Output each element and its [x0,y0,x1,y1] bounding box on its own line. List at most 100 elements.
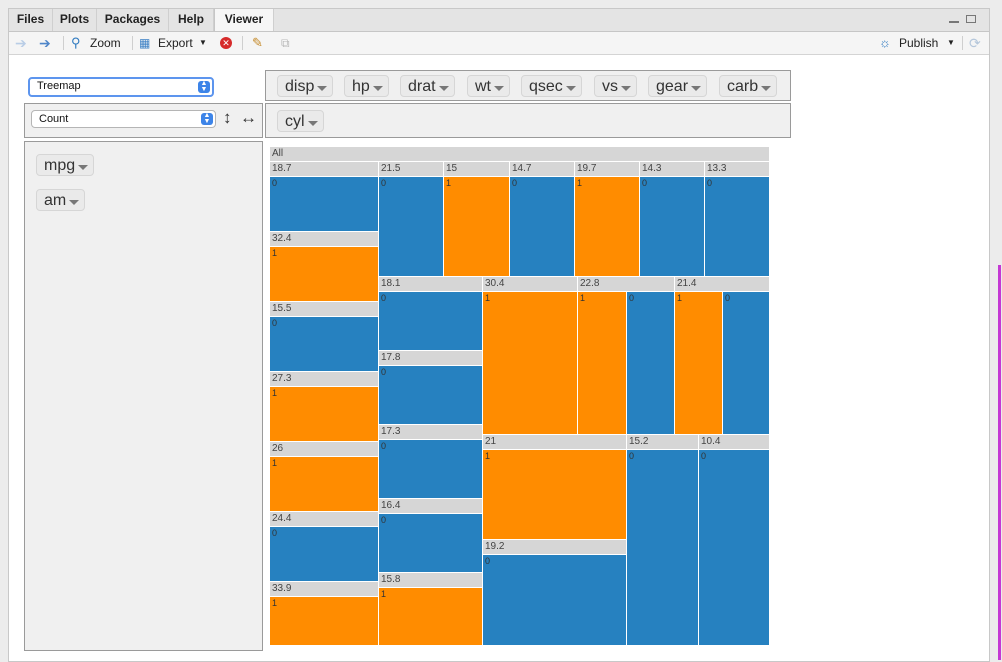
treemap-am-cell[interactable]: 0 [627,292,675,435]
publish-dropdown-icon[interactable]: ▼ [947,38,955,47]
treemap-mpg-header: 17.8 [379,351,483,366]
caret-down-icon[interactable] [69,200,80,205]
field-pill-mpg[interactable]: mpg [36,154,95,176]
zoom-icon[interactable]: ⚲ [71,35,81,50]
caret-down-icon[interactable] [621,86,631,91]
treemap-mpg-header: 13.3 [705,162,770,177]
treemap-am-cell[interactable]: 1 [578,292,627,435]
export-icon[interactable]: ▦ [139,36,151,50]
treemap-am-cell[interactable]: 0 [379,514,483,573]
treemap-am-cell[interactable]: 1 [270,387,379,442]
treemap-am-cell[interactable]: 1 [270,457,379,512]
field-pill-wt[interactable]: wt [467,75,510,97]
caret-down-icon[interactable] [494,86,504,91]
treemap-root-header: All [270,147,770,162]
caret-down-icon[interactable] [438,86,449,91]
treemap-mpg-header: 14.7 [510,162,575,177]
export-button[interactable]: Export [158,36,193,50]
treemap-am-cell[interactable]: 0 [640,177,705,277]
column-attributes-area[interactable] [265,103,791,138]
treemap-mpg-header: 17.3 [379,425,483,440]
clear-broom-icon[interactable]: ✎ [252,35,263,50]
renderer-select[interactable]: Treemap ▲ ▼ [28,77,214,97]
treemap-am-cell[interactable]: 0 [627,450,699,646]
treemap-mpg-header: 19.7 [575,162,640,177]
remove-viewer-icon[interactable]: ✕ [220,37,232,49]
minimize-icon[interactable] [949,15,959,23]
field-pill-label: hp [352,78,370,95]
treemap-am-cell[interactable]: 0 [379,292,483,351]
treemap-am-cell[interactable]: 0 [379,440,483,499]
treemap-am-cell[interactable]: 1 [575,177,640,277]
zoom-button[interactable]: Zoom [90,36,121,50]
row-order-arrows-icon[interactable]: ↕ [223,108,232,127]
toolbar-divider [962,36,963,50]
treemap-am-cell[interactable]: 1 [270,597,379,646]
field-pill-am[interactable]: am [36,189,86,211]
caret-down-icon[interactable] [78,165,89,170]
refresh-icon[interactable]: ⟳ [969,35,981,51]
tab-viewer[interactable]: Viewer [214,9,274,31]
col-order-arrows-icon[interactable]: ↔ [240,108,257,127]
field-pill-label: am [44,192,67,209]
treemap-am-cell[interactable]: 0 [379,366,483,425]
treemap-am-cell[interactable]: 1 [483,450,627,540]
caret-down-icon[interactable] [372,86,383,91]
row-attributes-area[interactable] [24,141,263,651]
tab-plots[interactable]: Plots [53,9,97,31]
field-pill-label: mpg [44,157,76,174]
treemap-am-cell[interactable]: 0 [270,177,379,232]
aggregator-select[interactable]: Count ▲ ▼ [31,110,216,128]
field-pill-drat[interactable]: drat [400,75,455,97]
treemap-am-cell[interactable]: 1 [379,588,483,646]
toolbar-divider [63,36,64,50]
toolbar-divider [132,36,133,50]
treemap-am-cell[interactable]: 1 [675,292,723,435]
treemap-mpg-header: 21 [483,435,627,450]
treemap-mpg-header: 14.3 [640,162,705,177]
field-pill-gear[interactable]: gear [648,75,708,97]
restore-icon[interactable] [966,15,976,23]
treemap-am-cell[interactable]: 0 [705,177,770,277]
tab-files[interactable]: Files [9,9,53,31]
caret-down-icon[interactable] [565,86,576,91]
tab-help[interactable]: Help [169,9,214,31]
treemap-am-cell[interactable]: 1 [270,247,379,302]
new-window-icon[interactable]: ⧉ [281,36,290,50]
field-pill-cyl[interactable]: cyl [277,110,324,132]
caret-down-icon[interactable] [761,86,772,91]
forward-arrow-icon[interactable]: ➔ [39,35,51,51]
caret-down-icon[interactable] [317,86,328,91]
treemap-mpg-header: 15.5 [270,302,379,317]
treemap-mpg-header: 33.9 [270,582,379,597]
treemap-am-cell[interactable]: 0 [483,555,627,646]
select-arrows-icon: ▲ ▼ [198,80,210,93]
treemap-mpg-header: 15.8 [379,573,483,588]
field-pill-qsec[interactable]: qsec [521,75,582,97]
field-pill-disp[interactable]: disp [277,75,334,97]
treemap-am-cell[interactable]: 1 [444,177,510,277]
field-pill-label: gear [656,78,689,95]
field-pill-carb[interactable]: carb [719,75,778,97]
viewer-toolbar: ➔ ➔ ⚲ Zoom ▦ Export ▼ ✕ ✎ ⧉ ☼ Publish ▼ … [9,32,989,55]
field-pill-label: qsec [529,78,563,95]
caret-down-icon[interactable] [307,121,318,126]
treemap-am-cell[interactable]: 0 [379,177,444,277]
export-dropdown-icon[interactable]: ▼ [199,38,207,47]
field-pill-vs[interactable]: vs [594,75,637,97]
publish-button[interactable]: Publish [899,36,939,50]
tab-packages[interactable]: Packages [97,9,169,31]
select-arrows-icon: ▲ ▼ [201,112,213,125]
field-pill-hp[interactable]: hp [344,75,389,97]
treemap-am-cell[interactable]: 0 [270,317,379,372]
treemap-am-cell[interactable]: 1 [483,292,578,435]
caret-down-icon[interactable] [691,86,702,91]
treemap-mpg-header: 30.4 [483,277,578,292]
publish-icon[interactable]: ☼ [879,35,891,50]
back-arrow-icon[interactable]: ➔ [15,35,27,51]
treemap-chart: All 18.7 0 32.4 1 15.5 0 27.3 1 26 1 24.4 0 33.9 1 21.… [270,147,770,646]
treemap-am-cell[interactable]: 0 [723,292,770,435]
treemap-am-cell[interactable]: 0 [270,527,379,582]
treemap-am-cell[interactable]: 0 [510,177,575,277]
treemap-am-cell[interactable]: 0 [699,450,770,646]
